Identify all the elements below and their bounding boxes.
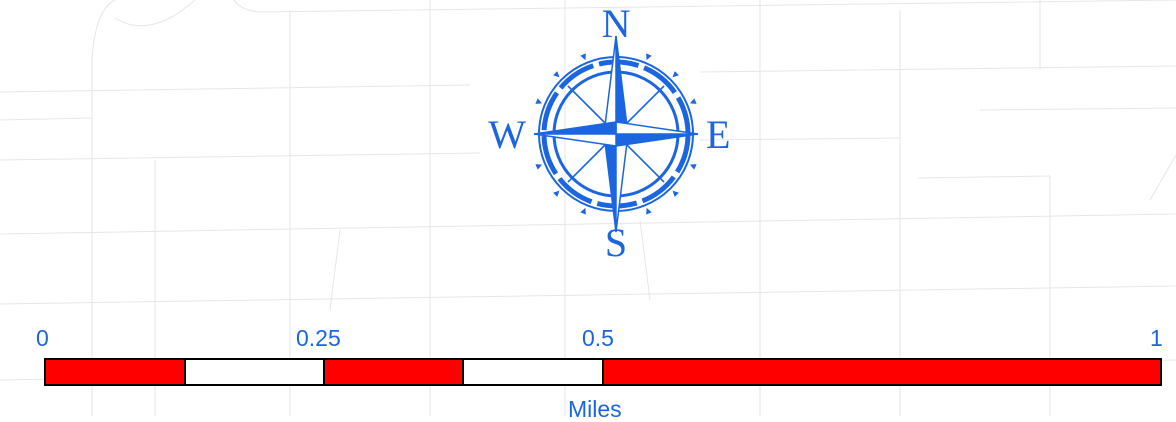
scale-unit-label: Miles xyxy=(568,396,622,422)
scale-segment xyxy=(602,358,1162,386)
scale-label-0: 0 xyxy=(36,325,49,351)
compass-north-label: N xyxy=(602,1,631,46)
scale-segment xyxy=(323,358,464,386)
scale-label-half: 0.5 xyxy=(582,325,614,351)
scale-label-1: 1 xyxy=(1150,325,1163,351)
scale-segment xyxy=(44,358,186,386)
compass-rose-icon: N S E W xyxy=(488,1,730,265)
compass-west-label: W xyxy=(488,112,526,157)
compass-south-label: S xyxy=(605,220,627,265)
compass-east-label: E xyxy=(706,112,730,157)
scale-label-quarter: 0.25 xyxy=(296,325,341,351)
scale-segment xyxy=(184,358,325,386)
scale-segment xyxy=(462,358,604,386)
scale-bar xyxy=(44,358,1162,388)
